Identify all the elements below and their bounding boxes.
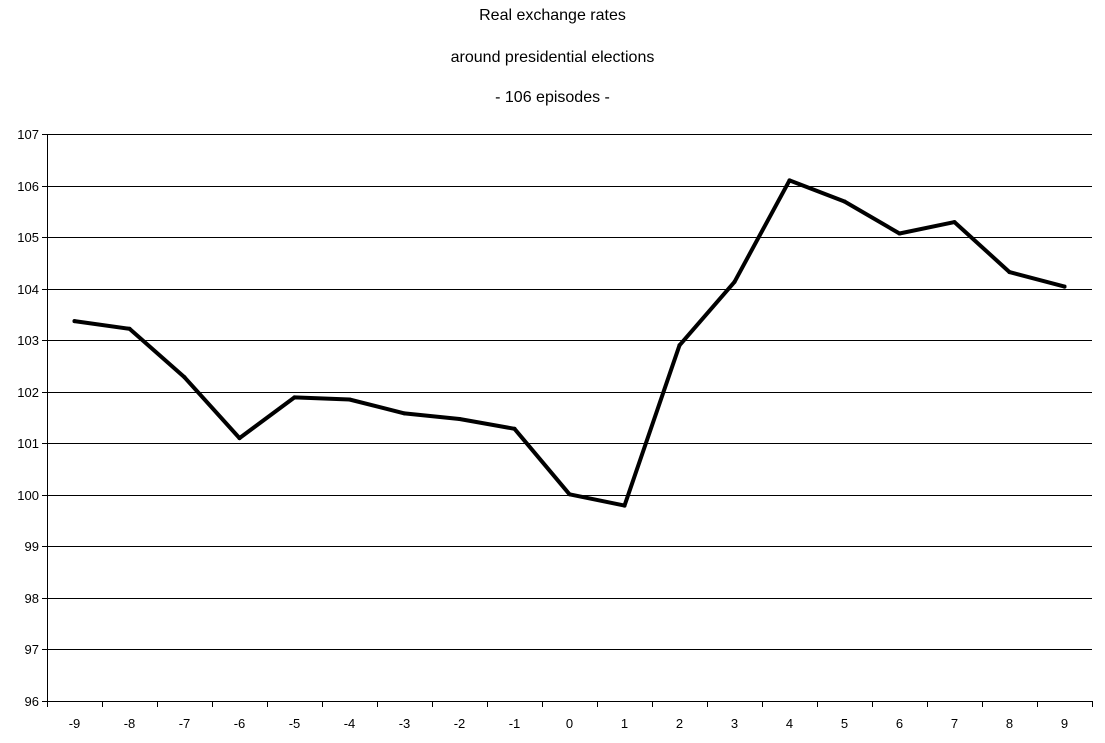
x-tick-label: 9 <box>1061 716 1068 731</box>
data-point <box>787 178 792 183</box>
x-tick-label: -7 <box>179 716 191 731</box>
y-tick-label: 101 <box>17 436 39 451</box>
x-tick-label: 0 <box>566 716 573 731</box>
data-point <box>127 326 132 331</box>
series-line-0 <box>72 178 1067 508</box>
x-tick-label: -1 <box>509 716 521 731</box>
data-point <box>512 426 517 431</box>
x-tick-label: 6 <box>896 716 903 731</box>
data-point <box>237 436 242 441</box>
data-point <box>72 319 77 324</box>
y-tick-label: 98 <box>25 591 39 606</box>
x-tick-label: -3 <box>399 716 411 731</box>
data-point <box>1062 284 1067 289</box>
x-tick-label: 8 <box>1006 716 1013 731</box>
y-tick-label: 107 <box>17 127 39 142</box>
y-tick-label: 105 <box>17 230 39 245</box>
chart-title-line-3: - 106 episodes - <box>495 89 610 106</box>
x-tick-label: -9 <box>69 716 81 731</box>
series-layer <box>72 178 1067 508</box>
x-tick-label: 3 <box>731 716 738 731</box>
data-point <box>732 279 737 284</box>
data-point <box>897 231 902 236</box>
y-tick-label: 99 <box>25 539 39 554</box>
x-tick-label: -8 <box>124 716 136 731</box>
y-tick-label: 96 <box>25 694 39 709</box>
x-tick-label: 4 <box>786 716 793 731</box>
data-point <box>402 411 407 416</box>
y-tick-label: 100 <box>17 488 39 503</box>
y-tick-label: 103 <box>17 333 39 348</box>
grid-lines <box>47 134 1092 650</box>
chart-title-line-1: Real exchange rates <box>479 7 626 24</box>
data-point <box>457 417 462 421</box>
y-axis-tick-labels: 96 97 98 99 100 101 102 103 104 105 106 107 <box>17 127 39 709</box>
y-tick-label: 106 <box>17 179 39 194</box>
x-tick-label: 2 <box>676 716 683 731</box>
data-point <box>677 343 682 348</box>
x-axis-tick-labels: -9 -8 -7 -6 -5 -4 -3 -2 -1 0 1 2 3 4 5 6 7 8 9 <box>69 716 1068 731</box>
x-tick-label: 5 <box>841 716 848 731</box>
x-tick-label: 7 <box>951 716 958 731</box>
y-tick-label: 104 <box>17 282 39 297</box>
y-tick-label: 102 <box>17 385 39 400</box>
x-tick-label: -6 <box>234 716 246 731</box>
data-point <box>292 395 297 400</box>
axes <box>42 134 1093 707</box>
x-tick-label: -2 <box>454 716 466 731</box>
y-tick-label: 97 <box>25 642 39 657</box>
x-tick-label: 1 <box>621 716 628 731</box>
data-point <box>182 375 187 380</box>
data-point <box>347 397 352 402</box>
data-point <box>567 492 572 497</box>
data-point <box>622 503 627 508</box>
data-point <box>1007 270 1012 275</box>
data-point <box>952 220 957 225</box>
chart-title-line-2: around presidential elections <box>450 49 655 66</box>
data-point <box>842 199 847 204</box>
x-tick-label: -5 <box>289 716 301 731</box>
x-tick-label: -4 <box>344 716 356 731</box>
